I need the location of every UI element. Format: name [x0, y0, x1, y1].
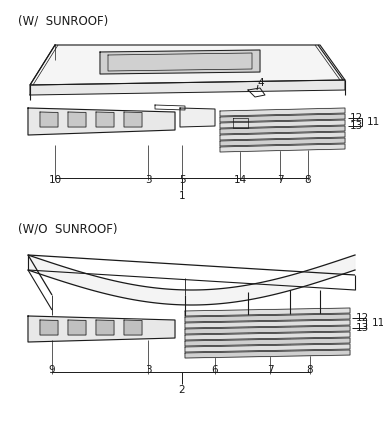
Text: 7: 7 [277, 175, 283, 185]
Text: (W/  SUNROOF): (W/ SUNROOF) [18, 15, 108, 28]
Polygon shape [185, 344, 350, 352]
Text: 12: 12 [356, 313, 369, 323]
Text: 1: 1 [179, 191, 185, 201]
Polygon shape [185, 314, 350, 322]
Polygon shape [30, 80, 345, 95]
Text: 12: 12 [350, 113, 363, 123]
Text: 3: 3 [145, 175, 151, 185]
Polygon shape [220, 108, 345, 116]
Text: 4: 4 [258, 78, 264, 88]
Text: 7: 7 [267, 365, 273, 375]
Polygon shape [40, 112, 58, 127]
Polygon shape [220, 120, 345, 128]
Polygon shape [220, 126, 345, 134]
Polygon shape [68, 320, 86, 335]
Polygon shape [124, 320, 142, 335]
Polygon shape [220, 132, 345, 140]
Polygon shape [185, 338, 350, 346]
Polygon shape [96, 112, 114, 127]
Text: 8: 8 [305, 175, 311, 185]
Text: 3: 3 [145, 365, 151, 375]
Polygon shape [96, 320, 114, 335]
Polygon shape [185, 320, 350, 328]
Polygon shape [68, 112, 86, 127]
Polygon shape [185, 332, 350, 340]
Polygon shape [220, 144, 345, 152]
Text: 6: 6 [212, 365, 218, 375]
Text: 5: 5 [179, 175, 185, 185]
Text: 11: 11 [372, 318, 383, 328]
Text: 10: 10 [48, 175, 62, 185]
Polygon shape [185, 326, 350, 334]
Polygon shape [28, 108, 175, 135]
Polygon shape [185, 350, 350, 358]
Polygon shape [100, 50, 260, 74]
Polygon shape [220, 138, 345, 146]
Polygon shape [124, 112, 142, 127]
Text: 11: 11 [367, 117, 380, 127]
Text: 13: 13 [350, 121, 363, 131]
Polygon shape [220, 114, 345, 122]
Text: 14: 14 [233, 175, 247, 185]
Polygon shape [180, 108, 215, 127]
Polygon shape [40, 320, 58, 335]
Polygon shape [30, 45, 345, 85]
Text: 2: 2 [179, 385, 185, 395]
Polygon shape [28, 255, 355, 305]
Text: 13: 13 [356, 323, 369, 333]
Text: (W/O  SUNROOF): (W/O SUNROOF) [18, 222, 118, 235]
Polygon shape [28, 316, 175, 342]
Polygon shape [185, 308, 350, 316]
Text: 9: 9 [49, 365, 55, 375]
Text: 8: 8 [307, 365, 313, 375]
